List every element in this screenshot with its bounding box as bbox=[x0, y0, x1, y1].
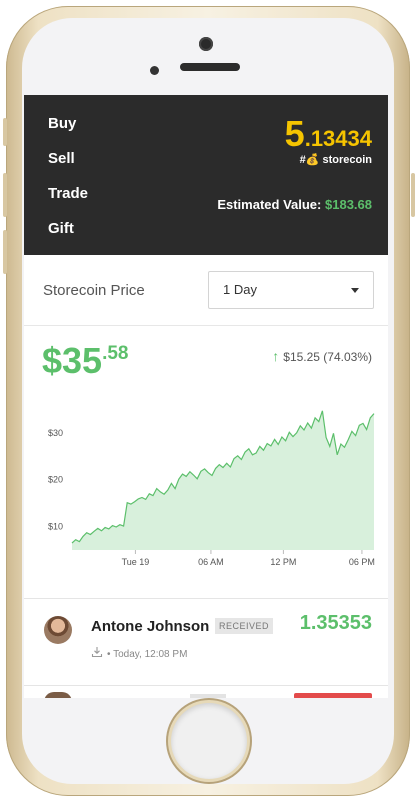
divider bbox=[24, 685, 388, 686]
price-chart: $10 $20 $30 Tue 19 06 AM 12 PM 06 PM bbox=[48, 410, 375, 567]
next-amount-peek bbox=[294, 693, 372, 698]
estimated-label: Estimated Value: bbox=[217, 197, 322, 212]
y-tick-label: $20 bbox=[48, 475, 63, 485]
current-price: $35.58 bbox=[42, 340, 129, 382]
balance-integer: 5 bbox=[284, 113, 305, 154]
transaction-amount: 1.35353 bbox=[299, 612, 372, 634]
x-tick-label: Tue 19 bbox=[122, 557, 150, 567]
price-label: Storecoin Price bbox=[43, 282, 145, 299]
menu-sell[interactable]: Sell bbox=[48, 150, 75, 167]
balance-amount: 5.13434 bbox=[285, 113, 372, 155]
avatar bbox=[44, 616, 72, 644]
mute-switch bbox=[3, 118, 7, 146]
volume-up-button bbox=[3, 173, 7, 217]
price-range-row: Storecoin Price 1 Day bbox=[24, 255, 388, 326]
transaction-name: Antone Johnson bbox=[91, 618, 210, 635]
x-tick-label: 12 PM bbox=[270, 557, 296, 567]
price-change: ↑ $15.25 (74.03%) bbox=[272, 348, 372, 364]
home-button[interactable] bbox=[171, 703, 247, 779]
status-badge: RECEIVED bbox=[215, 618, 274, 634]
divider bbox=[24, 598, 388, 599]
range-select[interactable]: 1 Day bbox=[208, 271, 374, 309]
chart-area-fill bbox=[72, 410, 374, 550]
menu-trade[interactable]: Trade bbox=[48, 185, 89, 202]
next-transaction-peek bbox=[44, 692, 72, 698]
power-button bbox=[411, 173, 415, 217]
transaction-time: • Today, 12:08 PM bbox=[107, 649, 188, 660]
menu-buy[interactable]: Buy bbox=[48, 115, 77, 132]
arrow-up-icon: ↑ bbox=[272, 348, 280, 364]
volume-down-button bbox=[3, 230, 7, 274]
wallet-header: Buy Sell Trade Gift 5.13434 #💰 storecoin… bbox=[24, 95, 388, 255]
estimated-value: Estimated Value: $183.68 bbox=[217, 197, 372, 212]
download-icon bbox=[91, 647, 103, 658]
speaker-grille bbox=[180, 63, 240, 71]
y-tick-label: $30 bbox=[48, 428, 63, 438]
y-tick-label: $10 bbox=[48, 522, 63, 532]
app-screen: Buy Sell Trade Gift 5.13434 #💰 storecoin… bbox=[24, 95, 388, 698]
balance-decimal: .13434 bbox=[304, 126, 372, 151]
x-tick-label: 06 AM bbox=[198, 557, 224, 567]
coin-label: #💰 storecoin bbox=[299, 154, 372, 166]
menu-gift[interactable]: Gift bbox=[48, 220, 74, 237]
transaction-row[interactable]: Antone Johnson RECEIVED 1.35353 • Today,… bbox=[24, 598, 388, 688]
chart-line bbox=[71, 410, 375, 544]
price-integer: $35 bbox=[42, 340, 103, 381]
estimated-amount: $183.68 bbox=[325, 197, 372, 212]
range-select-value: 1 Day bbox=[223, 282, 257, 297]
x-tick-label: 06 PM bbox=[349, 557, 375, 567]
price-change-value: $15.25 (74.03%) bbox=[283, 350, 372, 364]
next-badge-peek bbox=[190, 694, 226, 698]
chevron-down-icon bbox=[351, 288, 359, 293]
sensor-icon bbox=[150, 66, 159, 75]
price-decimal: .58 bbox=[102, 343, 129, 364]
front-camera-icon bbox=[199, 37, 213, 51]
